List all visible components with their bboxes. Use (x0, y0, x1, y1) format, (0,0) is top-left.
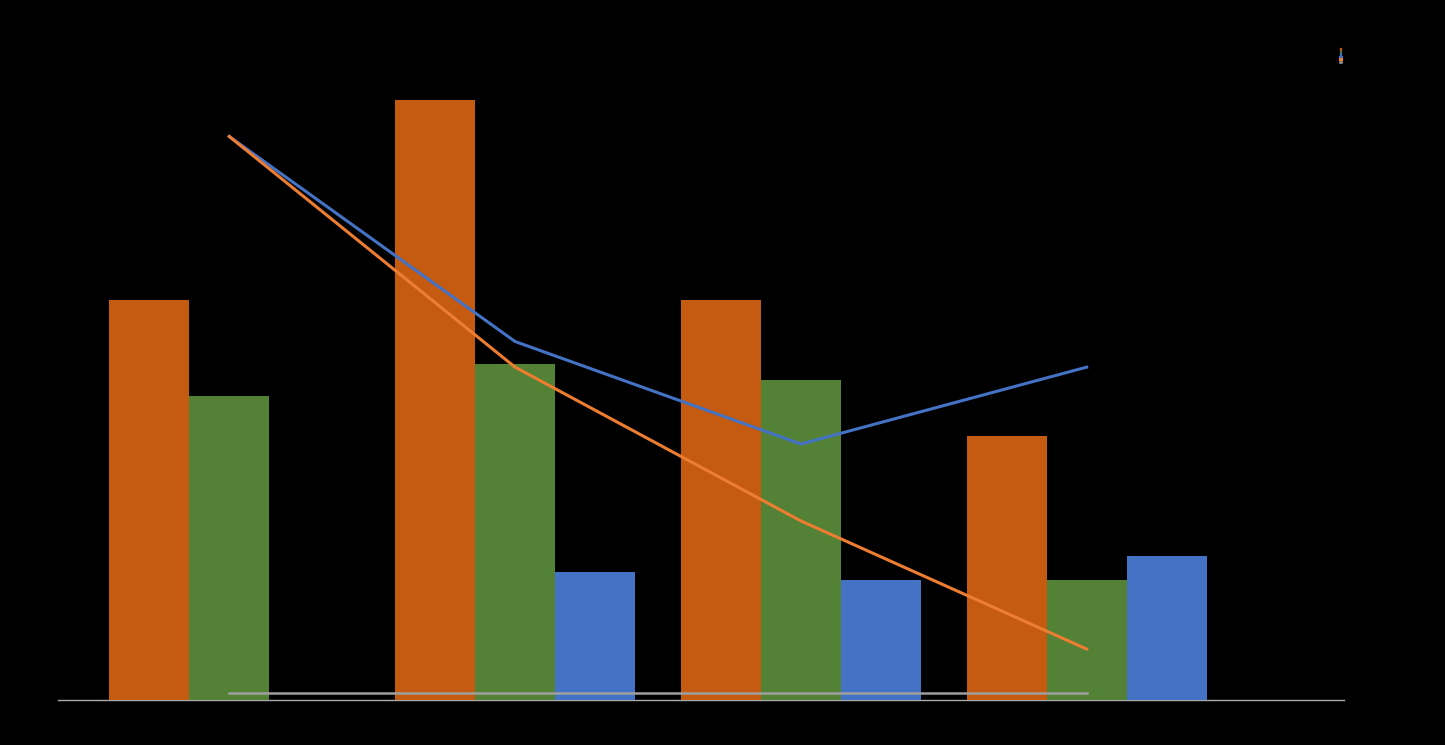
Bar (967, 436, 1046, 700)
Bar (762, 380, 841, 700)
Legend: , , , , , : , , , , , (1340, 48, 1344, 64)
Bar (681, 299, 762, 700)
Bar (475, 364, 555, 700)
Bar (1127, 556, 1207, 700)
Bar (394, 100, 475, 700)
Bar (1046, 580, 1127, 700)
Bar (110, 299, 189, 700)
Bar (555, 572, 636, 700)
Bar (841, 580, 920, 700)
Bar (189, 396, 269, 700)
